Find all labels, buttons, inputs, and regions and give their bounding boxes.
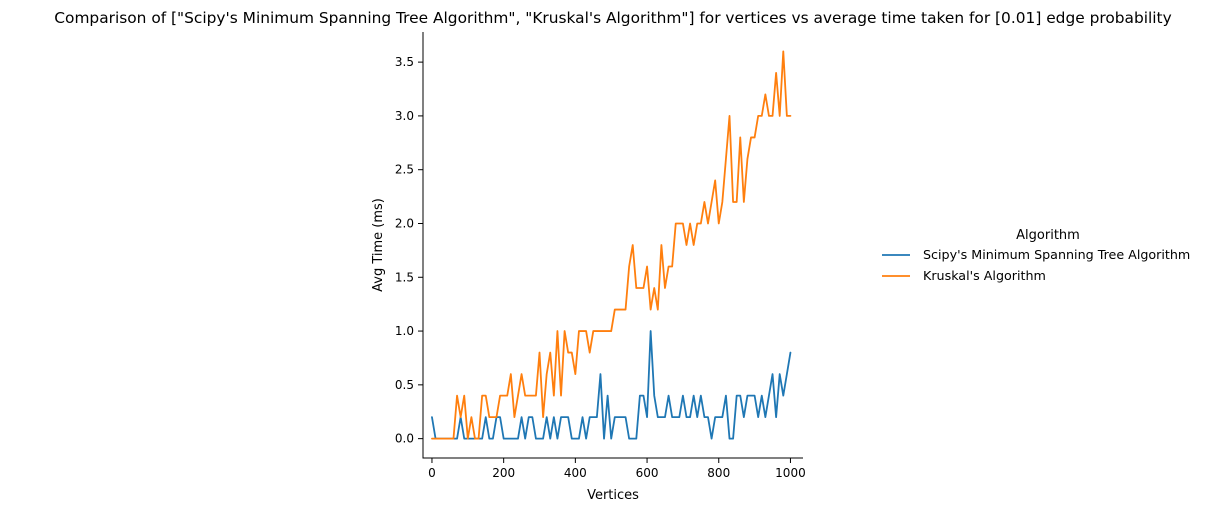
y-tick-label: 3.5 [395,55,414,69]
legend-label-1: Kruskal's Algorithm [923,268,1046,283]
axis-spines [422,32,803,459]
y-tick-label: 2.0 [395,216,414,230]
legend-title: Algorithm [1016,228,1080,243]
y-axis-label: Avg Time (ms) [371,198,386,292]
x-tick-label: 200 [492,466,515,480]
x-axis: 0 200 400 600 800 1000 [428,458,806,480]
y-tick-label: 3.0 [395,109,414,123]
legend-items: Scipy's Minimum Spanning Tree Algorithm K… [882,247,1190,283]
series-line-0 [431,330,792,440]
series-line-1 [431,50,792,440]
x-tick-label: 800 [707,466,730,480]
legend: Algorithm Scipy's Minimum Spanning Tree … [882,228,1190,283]
x-tick-label: 0 [428,466,436,480]
legend-label-0: Scipy's Minimum Spanning Tree Algorithm [923,247,1190,262]
y-tick-label: 2.5 [395,163,414,177]
y-tick-label: 1.0 [395,324,414,338]
x-tick-label: 400 [564,466,587,480]
plot-area: 0 200 400 600 800 1000 0.0 0.5 1.0 1.5 2.0 2.5 3.0 3… [395,32,806,480]
y-tick-label: 0.5 [395,378,414,392]
y-tick-label: 1.5 [395,270,414,284]
series-group [431,50,792,440]
chart-title: Comparison of ["Scipy's Minimum Spanning… [54,9,1171,27]
y-tick-label: 0.0 [395,432,414,446]
y-axis: 0.0 0.5 1.0 1.5 2.0 2.5 3.0 3.5 [395,55,423,446]
x-tick-label: 1000 [775,466,806,480]
x-tick-label: 600 [636,466,659,480]
x-axis-label: Vertices [587,488,639,503]
